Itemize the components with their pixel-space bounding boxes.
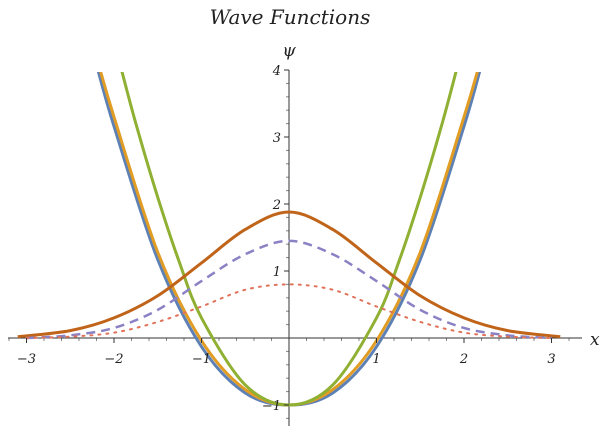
series-4-line — [17, 210, 561, 339]
axes — [8, 70, 582, 426]
y-tick-label: 1 — [273, 265, 281, 280]
x-tick-label: −1 — [192, 352, 211, 367]
y-tick-label: 2 — [272, 198, 281, 213]
chart-title: Wave Functions — [210, 5, 371, 29]
x-tick-label: 3 — [547, 352, 555, 367]
x-tick-label: 2 — [459, 352, 468, 367]
y-tick-label: 3 — [273, 131, 281, 146]
tick-marks: −3 −2 −1 1 2 3 −1 1 2 3 4 — [8, 64, 570, 419]
x-axis-label: x — [590, 330, 600, 350]
series-5-line — [26, 239, 552, 340]
series-6-line — [25, 283, 553, 339]
y-tick-label: −1 — [262, 399, 281, 414]
x-tick-label: −2 — [104, 352, 123, 367]
x-tick-label: 1 — [372, 352, 380, 367]
y-axis-label: ψ — [282, 41, 296, 61]
y-tick-label: 4 — [272, 64, 281, 79]
x-tick-label: −3 — [17, 352, 36, 367]
